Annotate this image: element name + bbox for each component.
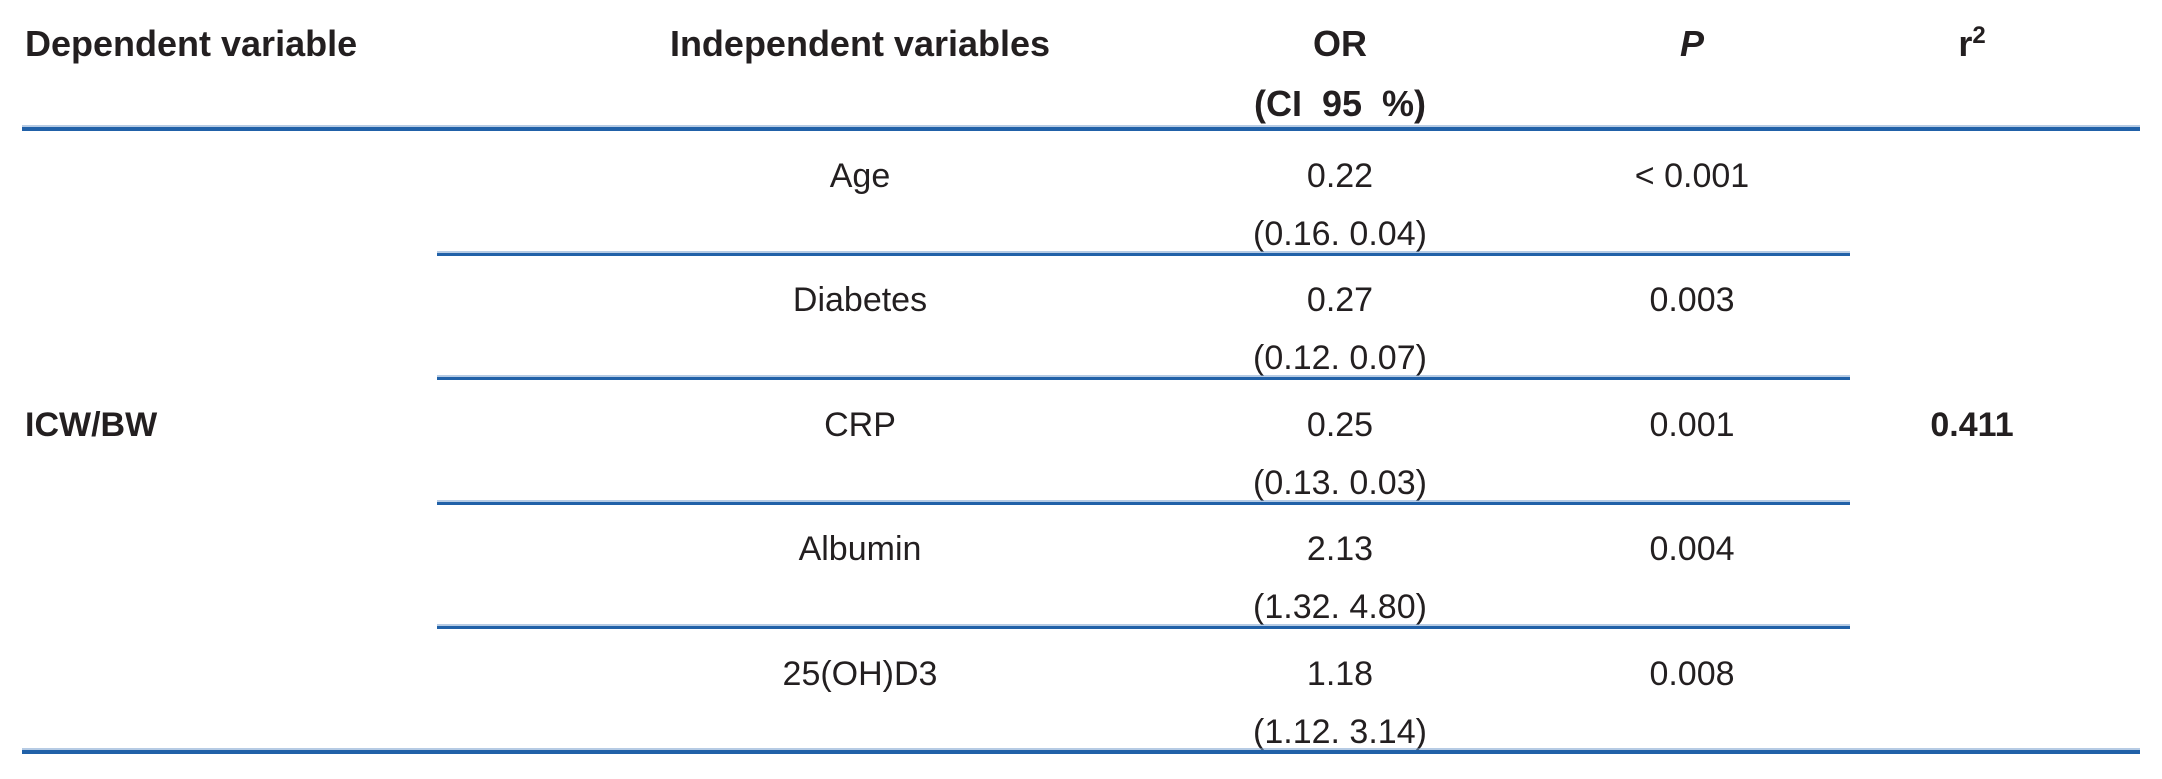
dependent-variable-cell (0, 503, 642, 631)
r-squared-value: 0.411 (1930, 405, 2014, 444)
table-row: Albumin 2.13 (1.32. 4.80) 0.004 (0, 503, 2162, 630)
independent-variable: 25(OH)D3 (782, 654, 938, 693)
dependent-variable-cell (0, 628, 642, 756)
table-row: 25(OH)D3 1.18 (1.12. 3.14) 0.008 (0, 628, 2162, 752)
ci-value: (0.16. 0.04) (1253, 215, 1427, 253)
r-squared-base: r (1958, 23, 1973, 64)
ci-value: (0.12. 0.07) (1253, 339, 1427, 378)
independent-variable: CRP (824, 405, 896, 444)
or-ci-cell: 0.27 (0.12. 0.07) (1078, 254, 1602, 382)
dependent-variable-cell (0, 130, 642, 258)
p-value: 0.008 (1649, 654, 1735, 693)
p-value: 0.001 (1649, 405, 1735, 444)
header-r-squared: r2 (1782, 0, 2162, 130)
r-squared-cell (1782, 254, 2162, 382)
ci-value: (1.12. 3.14) (1253, 712, 1427, 751)
r-squared-cell (1782, 503, 2162, 631)
independent-variable: Albumin (798, 530, 922, 569)
or-ci-cell: 0.25 (0.13. 0.03) (1078, 379, 1602, 507)
ci-value: (1.32. 4.80) (1253, 588, 1427, 627)
table-header-row: Dependent variable Independent variables… (0, 0, 2162, 130)
header-independent-variables: Independent variables (669, 23, 1051, 64)
or-value: 1.18 (1306, 654, 1374, 693)
independent-variable: Diabetes (792, 281, 928, 320)
or-ci-cell: 2.13 (1.32. 4.80) (1078, 503, 1602, 631)
row-divider (437, 377, 1850, 381)
r-squared-cell (1782, 628, 2162, 756)
or-value: 0.27 (1306, 281, 1374, 320)
p-value: 0.003 (1649, 281, 1735, 320)
or-value: 0.25 (1306, 405, 1374, 444)
table-row: Age 0.22 (0.16. 0.04) < 0.001 (0, 130, 2162, 256)
row-divider (437, 626, 1850, 630)
p-value: < 0.001 (1634, 157, 1750, 195)
table-body: Age 0.22 (0.16. 0.04) < 0.001 Diabetes 0… (0, 130, 2162, 752)
row-divider (437, 252, 1850, 256)
p-value: 0.004 (1649, 530, 1735, 569)
r-squared-cell (1782, 130, 2162, 258)
or-ci-cell: 1.18 (1.12. 3.14) (1078, 628, 1602, 756)
dependent-variable-label: ICW/BW (25, 405, 158, 444)
or-value: 2.13 (1306, 530, 1374, 569)
table-row: Diabetes 0.27 (0.12. 0.07) 0.003 (0, 254, 2162, 381)
header-or: OR (1313, 23, 1367, 64)
table-row: ICW/BW CRP 0.25 (0.13. 0.03) 0.001 0.411 (0, 379, 2162, 505)
dependent-variable-cell (0, 254, 642, 382)
ci-value: (0.13. 0.03) (1253, 463, 1427, 502)
bottom-rule (22, 750, 2140, 754)
or-value: 0.22 (1306, 157, 1374, 195)
header-dependent-variable: Dependent variable (25, 23, 358, 64)
independent-variable: Age (829, 157, 891, 195)
header-or-ci: OR (CI 95 %) (1078, 0, 1602, 130)
header-rule (22, 127, 2140, 131)
header-p: P (1679, 23, 1704, 64)
row-divider (437, 501, 1850, 505)
r-squared-exponent: 2 (1972, 22, 1986, 49)
or-ci-cell: 0.22 (0.16. 0.04) (1078, 130, 1602, 258)
header-ci: (CI 95 %) (1253, 83, 1427, 124)
